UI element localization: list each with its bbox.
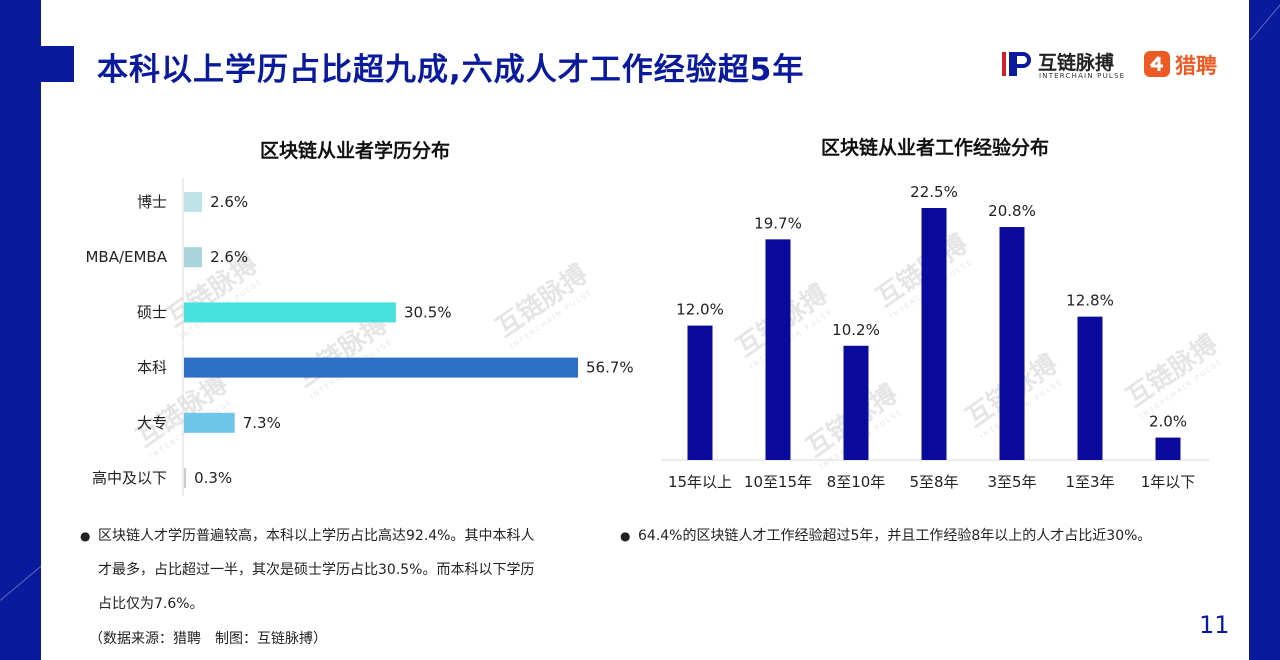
- data-label: 2.6%: [210, 248, 248, 266]
- category-label: 大专: [137, 414, 167, 432]
- liepin-logo-icon: [1144, 51, 1170, 77]
- experience-chart: 12.0% 15年以上 19.7% 10至15年 10.2% 8至10年 22.5% 5至8年…: [661, 183, 1209, 491]
- bar: [184, 302, 396, 323]
- bullet-left-text: 区块链人才学历普遍较高，本科以上学历占比高达92.4%。其中本科人 才最多，占比…: [98, 519, 534, 621]
- data-label: 22.5%: [910, 183, 958, 201]
- category-label: 8至10年: [827, 473, 886, 491]
- data-label: 56.7%: [586, 359, 634, 377]
- slide: 本科以上学历占比超九成,六成人才工作经验超5年 互链脉搏 INTERCHAIN …: [41, 0, 1249, 660]
- bar: [687, 325, 713, 460]
- bar: [765, 239, 791, 460]
- data-label: 0.3%: [194, 469, 232, 487]
- data-label: 2.6%: [210, 193, 248, 211]
- category-label: 15年以上: [668, 473, 732, 491]
- bar: [184, 412, 235, 433]
- interchain-pulse-logo: 互链脉搏 INTERCHAIN PULSE: [1001, 46, 1126, 82]
- category-label: 1年以下: [1141, 473, 1196, 491]
- data-source-note: （数据来源：猎聘 制图：互链脉搏）: [89, 631, 327, 647]
- bar: [1077, 316, 1103, 460]
- experience-chart-title: 区块链从业者工作经验分布: [821, 137, 1050, 159]
- bar: [999, 227, 1025, 460]
- data-label: 20.8%: [988, 202, 1036, 220]
- data-label: 10.2%: [832, 321, 880, 339]
- bullet-left: ● 区块链人才学历普遍较高，本科以上学历占比高达92.4%。其中本科人 才最多，…: [80, 519, 620, 623]
- bullet-dot-icon: ●: [80, 529, 91, 543]
- education-chart: 博士 2.6% MBA/EMBA 2.6% 硕士 30.5% 本科 56.7% 大专 7.3% 高中…: [85, 178, 634, 496]
- bullet-left-line: 区块链人才学历普遍较高，本科以上学历占比高达92.4%。其中本科人: [98, 528, 535, 544]
- data-label: 7.3%: [243, 414, 281, 432]
- category-label: 1至3年: [1065, 473, 1114, 491]
- education-chart-title: 区块链从业者学历分布: [260, 140, 451, 162]
- category-label: MBA/EMBA: [85, 248, 167, 266]
- bar: [184, 357, 578, 378]
- interchain-pulse-logo-icon: [1002, 52, 1031, 76]
- category-label: 硕士: [137, 303, 167, 321]
- bar: [843, 345, 869, 460]
- category-label: 5至8年: [909, 473, 958, 491]
- data-label: 12.0%: [676, 301, 724, 319]
- liepin-logo-text: 猎聘: [1175, 54, 1217, 78]
- background-decor-line: [1250, 0, 1280, 41]
- bullet-left-line: 占比仅为7.6%。: [98, 596, 204, 612]
- bar: [184, 192, 203, 212]
- category-label: 博士: [137, 193, 167, 211]
- interchain-pulse-logo-subtext: INTERCHAIN PULSE: [1039, 72, 1126, 80]
- bullet-right: ● 64.4%的区块链人才工作经验超过5年，并且工作经验8年以上的人才占比近30…: [620, 519, 1240, 553]
- bar: [184, 247, 203, 268]
- bullet-left-line: 才最多，占比超过一半，其次是硕士学历占比30.5%。而本科以下学历: [98, 562, 535, 578]
- data-label: 19.7%: [754, 214, 802, 232]
- data-label: 2.0%: [1149, 413, 1187, 431]
- bullet-right-text: 64.4%的区块链人才工作经验超过5年，并且工作经验8年以上的人才占比近30%。: [638, 528, 1152, 544]
- bullet-dot-icon: ●: [620, 529, 631, 543]
- bar: [921, 208, 947, 460]
- data-label: 30.5%: [404, 303, 452, 321]
- interchain-pulse-logo-text: 互链脉搏: [1038, 52, 1115, 74]
- title-accent-bar: [41, 46, 74, 82]
- category-label: 本科: [137, 359, 167, 377]
- data-label: 12.8%: [1066, 292, 1114, 310]
- category-label: 10至15年: [744, 473, 812, 491]
- page-title: 本科以上学历占比超九成,六成人才工作经验超5年: [97, 52, 805, 88]
- page-number: 11: [1199, 611, 1230, 639]
- category-label: 3至5年: [987, 473, 1036, 491]
- liepin-logo: 猎聘: [1144, 50, 1234, 78]
- bar: [1155, 437, 1181, 460]
- category-label: 高中及以下: [92, 469, 167, 487]
- bar: [184, 468, 187, 488]
